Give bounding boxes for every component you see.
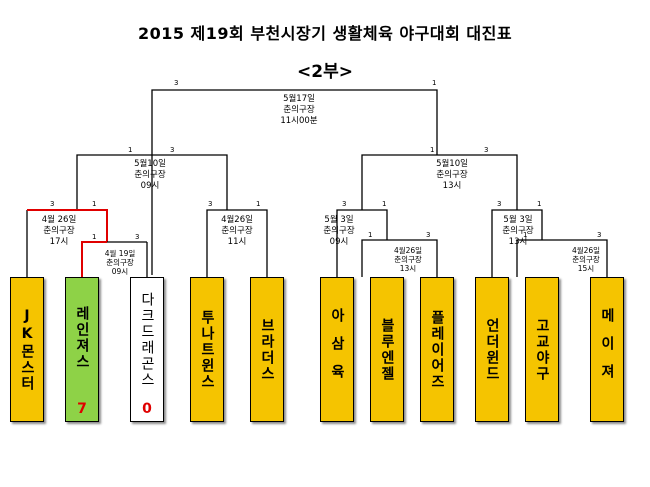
team-card-jk-monster[interactable]: JK몬스터 <box>10 277 44 422</box>
semi-left-right-score: 3 <box>170 146 175 154</box>
qf4-left-score: 3 <box>497 200 502 208</box>
qf2-time: 11시 <box>227 237 247 247</box>
team-card-blue-angel[interactable]: 블루엔젤 <box>370 277 404 422</box>
final-bracket-line <box>151 89 438 275</box>
qf4-info: 5월 3일 춘의구장 13시 <box>487 215 549 248</box>
semi-right-left-score: 1 <box>430 146 435 154</box>
team-card-dark-dragons[interactable]: 다크드래곤스 0 <box>130 277 164 422</box>
semi-left-venue: 춘의구장 <box>134 170 166 180</box>
qf1-venue: 춘의구장 <box>43 226 75 236</box>
r1b-time: 13시 <box>399 264 417 273</box>
qf2-info: 4월26일 춘의구장 11시 <box>206 215 268 248</box>
team-name: 고교야구 <box>534 317 550 382</box>
qf1-winner-line <box>27 209 108 242</box>
team-score: 0 <box>142 401 152 417</box>
semi-right-info: 5월10일 춘의구장 13시 <box>421 159 483 192</box>
qf2-bracket-line <box>206 209 268 277</box>
r1a-venue: 춘의구장 <box>106 258 134 267</box>
r1c-info: 4월26일 춘의구장 15시 <box>561 246 611 273</box>
team-name: 언더윈드 <box>484 317 500 382</box>
semi-left-info: 5월10일 춘의구장 09시 <box>119 159 181 192</box>
team-name: 브라더스 <box>259 317 275 382</box>
team-card-rangers[interactable]: 레인져스 7 <box>65 277 99 422</box>
qf1-time: 17시 <box>49 237 69 247</box>
r1a-time: 09시 <box>111 267 129 276</box>
qf4-time: 13시 <box>508 237 528 247</box>
team-card-brothers[interactable]: 브라더스 <box>250 277 284 422</box>
r1c-right-score: 3 <box>597 231 602 239</box>
r1b-bracket-line <box>361 239 438 277</box>
qf4-right-score: 1 <box>537 200 542 208</box>
final-left-score: 3 <box>174 79 179 87</box>
qf2-left-score: 3 <box>208 200 213 208</box>
r1c-left-score: 1 <box>523 231 528 239</box>
r1b-info: 4월26일 춘의구장 13시 <box>383 246 433 273</box>
r1a-winner-line <box>81 241 107 277</box>
qf3-info: 5월 3일 춘의구장 09시 <box>308 215 370 248</box>
team-card-tuna-twins[interactable]: 투나트윈스 <box>190 277 224 422</box>
team-score: 7 <box>77 401 87 417</box>
qf4-bracket-line <box>491 209 543 277</box>
qf2-venue: 춘의구장 <box>221 226 253 236</box>
r1a-info: 4월 19일 춘의구장 09시 <box>95 249 145 276</box>
r1a-right-score: 3 <box>135 233 140 241</box>
team-card-underwind[interactable]: 언더윈드 <box>475 277 509 422</box>
team-card-players[interactable]: 플레이어즈 <box>420 277 454 422</box>
qf2-right-score: 1 <box>256 200 261 208</box>
qf1-info: 4월 26일 춘의구장 17시 <box>28 215 90 248</box>
qf3-time: 09시 <box>329 237 349 247</box>
qf4-venue: 춘의구장 <box>502 226 534 236</box>
team-name: 플레이어즈 <box>429 309 445 390</box>
team-name: 메이져 <box>599 307 615 392</box>
r1a-left-score: 1 <box>92 233 97 241</box>
final-time: 11시00분 <box>280 116 318 126</box>
r1b-venue: 춘의구장 <box>394 255 422 264</box>
r1c-bracket-line <box>516 239 608 277</box>
final-date: 5월17일 <box>283 94 315 104</box>
semi-left-bracket-line <box>76 154 228 210</box>
team-name: 블루엔젤 <box>379 317 395 382</box>
qf3-left-score: 3 <box>342 200 347 208</box>
semi-right-date: 5월10일 <box>436 159 468 169</box>
qf3-venue: 춘의구장 <box>323 226 355 236</box>
r1b-left-score: 1 <box>368 231 373 239</box>
qf2-date: 4월26일 <box>221 215 253 225</box>
team-card-majors[interactable]: 메이져 <box>590 277 624 422</box>
page-title: 2015 제19회 부천시장기 생활체육 야구대회 대진표 <box>137 24 513 43</box>
semi-left-time: 09시 <box>140 181 160 191</box>
qf4-date: 5월 3일 <box>503 215 533 225</box>
final-info: 5월17일 춘의구장 11시00분 <box>268 94 330 127</box>
semi-right-right-score: 3 <box>484 146 489 154</box>
team-card-asamyuk[interactable]: 아삼육 <box>320 277 354 422</box>
r1a-date: 4월 19일 <box>104 249 136 258</box>
team-name: 투나트윈스 <box>199 309 215 390</box>
team-name: 레인져스 <box>74 305 90 370</box>
semi-right-venue: 춘의구장 <box>436 170 468 180</box>
team-name: 다크드래곤스 <box>139 291 155 388</box>
final-venue: 춘의구장 <box>283 105 315 115</box>
r1b-date: 4월26일 <box>393 246 423 255</box>
team-name: JK몬스터 <box>19 307 35 392</box>
final-right-score: 1 <box>432 79 437 87</box>
division-label: <2부> <box>297 62 353 82</box>
semi-right-bracket-line <box>361 154 518 210</box>
qf1-left-score: 3 <box>50 200 55 208</box>
qf1-right-score: 1 <box>92 200 97 208</box>
semi-left-date: 5월10일 <box>134 159 166 169</box>
r1b-right-score: 3 <box>426 231 431 239</box>
qf1-date: 4월 26일 <box>41 215 77 225</box>
team-card-high-school-baseball[interactable]: 고교야구 <box>525 277 559 422</box>
qf3-date: 5월 3일 <box>324 215 354 225</box>
semi-right-time: 13시 <box>442 181 462 191</box>
r1c-venue: 춘의구장 <box>572 255 600 264</box>
team-name: 아삼육 <box>329 307 345 392</box>
qf3-bracket-line <box>336 209 388 277</box>
semi-left-left-score: 1 <box>128 146 133 154</box>
r1c-date: 4월26일 <box>571 246 601 255</box>
r1c-time: 15시 <box>577 264 595 273</box>
qf3-right-score: 1 <box>382 200 387 208</box>
